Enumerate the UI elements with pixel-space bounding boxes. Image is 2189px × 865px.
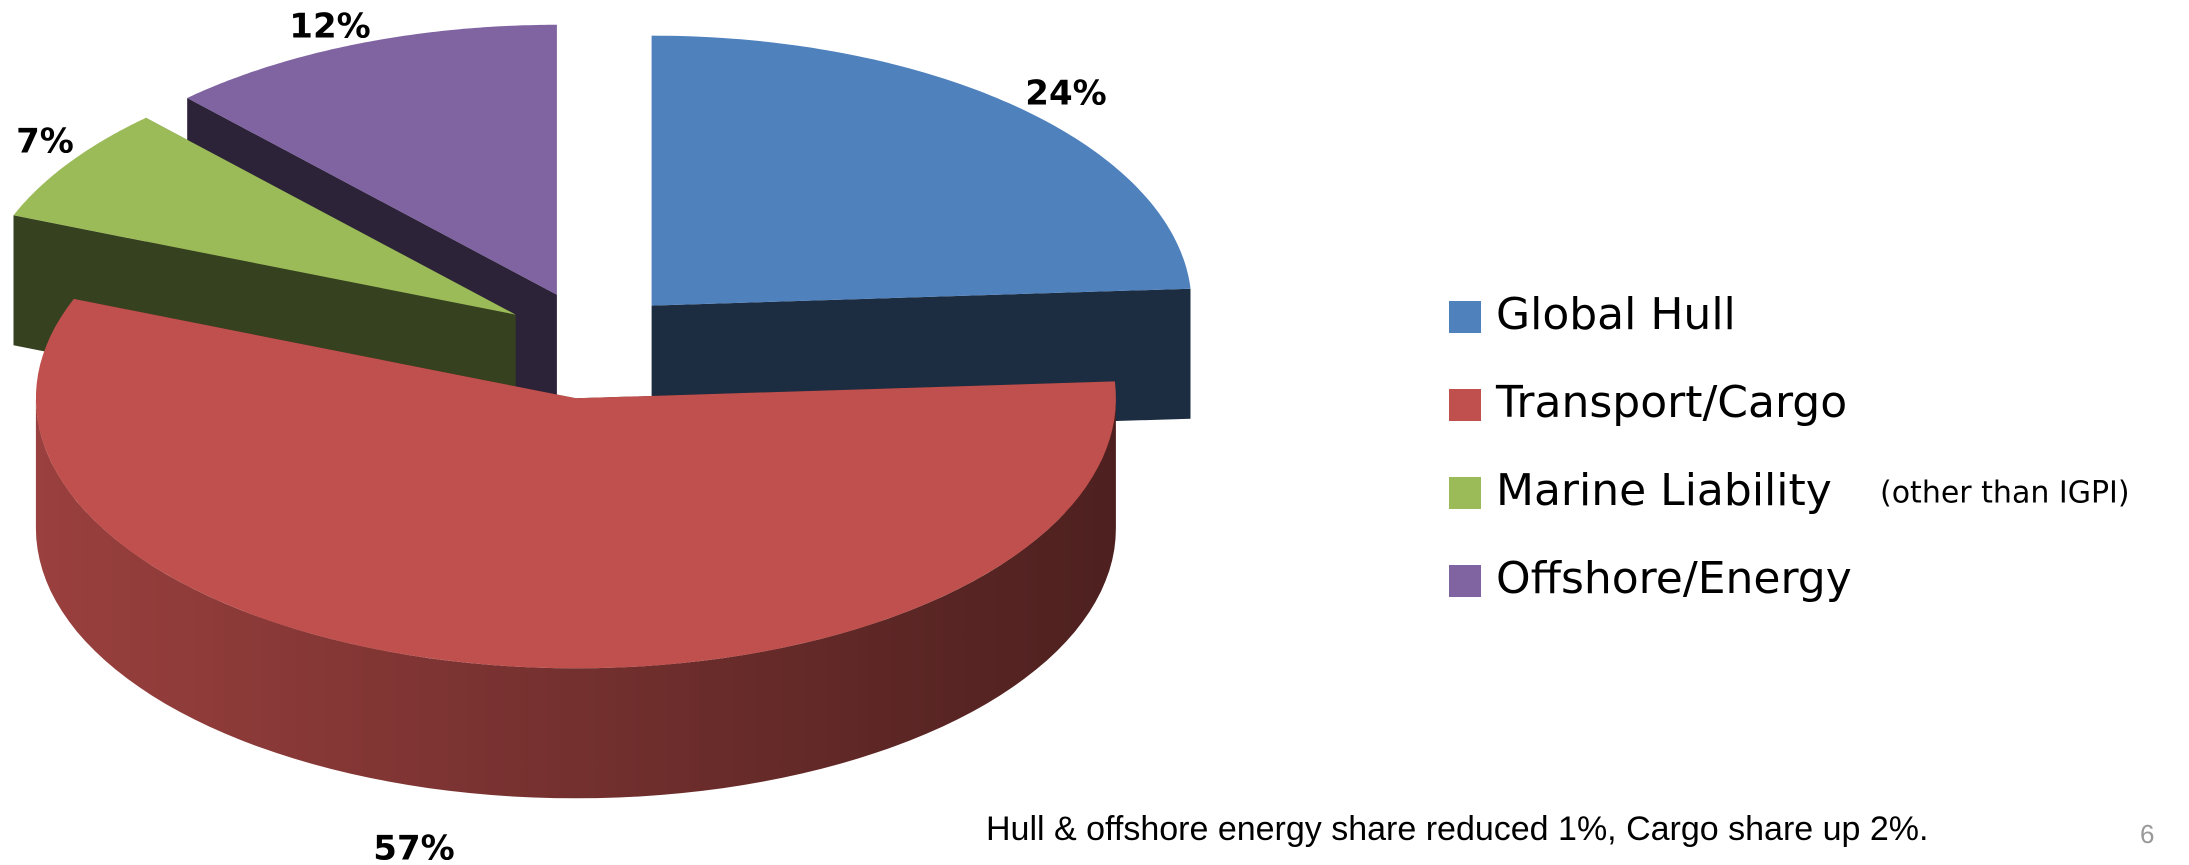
- slice-top: [36, 298, 1116, 669]
- slice-top: [651, 35, 1191, 306]
- legend-label: Global Hull: [1496, 289, 1736, 340]
- slice-top: [13, 117, 516, 315]
- footnote: Hull & offshore energy share reduced 1%,…: [986, 810, 1928, 848]
- pie-slice: [651, 35, 1191, 436]
- slice-outer-wall: [35, 398, 1116, 799]
- legend-swatch: [1449, 301, 1481, 333]
- legend-swatch: [1449, 477, 1481, 509]
- legend-note: (other than IGPI): [1880, 476, 2130, 511]
- legend: Global Hull Transport/Cargo Marine Liabili…: [1449, 289, 1852, 604]
- legend-label: Marine Liability: [1496, 465, 1832, 516]
- legend-label: Transport/Cargo: [1495, 377, 1847, 428]
- data-label: 7%: [16, 122, 74, 162]
- legend-swatch: [1449, 565, 1481, 597]
- legend-swatch: [1449, 389, 1481, 421]
- data-label: 24%: [1025, 74, 1106, 114]
- page-number: 6: [2140, 819, 2154, 849]
- pie: [13, 24, 1191, 799]
- pie-slice: [35, 298, 1116, 799]
- slice-top: [187, 24, 557, 295]
- data-label: 57%: [373, 829, 454, 865]
- legend-label: Offshore/Energy: [1496, 553, 1852, 604]
- data-label: 12%: [289, 7, 370, 47]
- data-labels: 24% 57% 7% 12%: [16, 7, 1107, 865]
